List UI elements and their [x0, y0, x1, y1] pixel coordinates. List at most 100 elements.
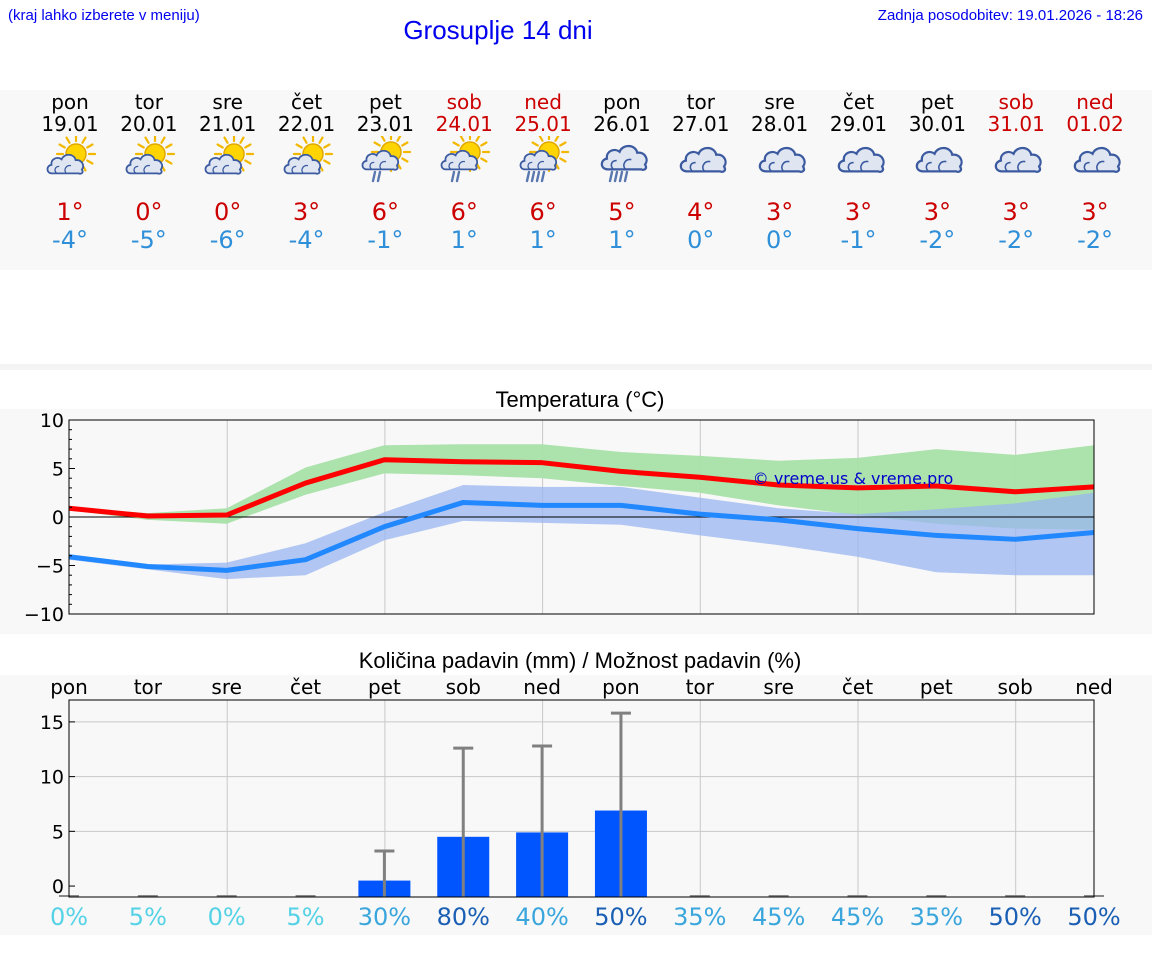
temp-max: 3°	[1081, 198, 1109, 226]
probability-label: 50%	[988, 903, 1042, 931]
cloud-icon	[756, 136, 806, 186]
probability-label: 80%	[436, 903, 490, 931]
partly-cloudy-icon	[46, 133, 97, 186]
day-date: 26.01	[593, 112, 651, 136]
day-name: tor	[134, 90, 163, 114]
day-date: 24.01	[435, 112, 493, 136]
temp-min: -4°	[288, 226, 325, 254]
day-date: 21.01	[199, 112, 257, 136]
day-forecast: ned 01.02 3° -2°	[1055, 90, 1135, 270]
day-name: ned	[1076, 90, 1114, 114]
day-name: sre	[212, 90, 243, 114]
location-hint[interactable]: (kraj lahko izberete v meniju)	[8, 7, 200, 24]
temp-min: -6°	[209, 226, 246, 254]
y-tick-label: −10	[24, 604, 64, 626]
probability-label: 5%	[286, 903, 325, 931]
temp-min: -5°	[130, 226, 167, 254]
cloud-icon	[1071, 136, 1121, 186]
day-forecast: pet 23.01 6° -1°	[345, 90, 425, 270]
day-name: pon	[51, 90, 89, 114]
cloud-icon	[992, 136, 1042, 186]
precipitation-chart: 15 10 5 0	[40, 699, 1105, 898]
plot-frame	[68, 699, 1095, 898]
day-name: tor	[686, 90, 715, 114]
partly-cloudy-icon	[125, 133, 175, 186]
day-name: pon	[603, 90, 641, 114]
partly-cloudy-icon	[204, 133, 254, 186]
category-label: čet	[841, 675, 874, 699]
category-label: tor	[685, 675, 714, 699]
temp-min: 0°	[766, 226, 794, 254]
category-label: sre	[763, 675, 794, 699]
y-tick-label: 0	[52, 876, 64, 898]
day-forecast: ned 25.01 6° 1°	[503, 90, 583, 270]
probability-label: 5%	[128, 903, 167, 931]
daily-forecast-panel: pon 19.01 1° -4° tor 20.01 0° -5° sre 21.01 0° -…	[0, 90, 1152, 270]
y-tick-label: 0	[52, 507, 64, 529]
temp-min: 1°	[450, 226, 478, 254]
sun-cloud-rain-icon	[519, 131, 570, 186]
category-label: ned	[523, 675, 561, 699]
day-name: pet	[368, 90, 402, 114]
series-min-line	[68, 499, 1095, 573]
day-date: 20.01	[120, 112, 178, 136]
probability-label: 50%	[594, 903, 648, 931]
sun-cloud-light-rain-icon	[440, 131, 491, 186]
category-label: čet	[289, 675, 322, 699]
temp-max: 6°	[529, 198, 557, 226]
y-tick-label: −5	[36, 556, 64, 578]
day-date: 01.02	[1066, 112, 1124, 136]
day-forecast: čet 29.01 3° -1°	[819, 90, 899, 270]
temp-min: 1°	[608, 226, 636, 254]
day-date: 25.01	[514, 112, 572, 136]
y-tick-label: 5	[52, 459, 64, 481]
day-date: 29.01	[829, 112, 888, 136]
temp-min: -1°	[367, 226, 404, 254]
temp-max: 3°	[923, 198, 951, 226]
temp-min: 0°	[687, 226, 715, 254]
precipitation-chart-title: Količina padavin (mm) / Možnost padavin …	[358, 648, 802, 673]
temp-min: 1°	[529, 226, 557, 254]
category-label: pet	[367, 675, 401, 699]
probability-label: 35%	[909, 903, 964, 931]
temp-max: 3°	[844, 198, 873, 226]
day-name: čet	[290, 90, 323, 114]
probability-label: 0%	[49, 903, 89, 931]
category-label: sre	[211, 675, 242, 699]
cloud-icon	[913, 136, 964, 186]
temperature-chart: 10 5 0 −5 −10 © vreme.us & vreme.pro	[24, 410, 1095, 626]
day-forecast: pon 26.01 5° 1°	[582, 90, 662, 270]
category-label: pet	[919, 675, 953, 699]
last-update: Zadnja posodobitev: 19.01.2026 - 18:26	[877, 7, 1143, 24]
category-label: ned	[1075, 675, 1113, 699]
partly-cloudy-icon	[283, 133, 333, 186]
category-label: pon	[602, 675, 640, 699]
day-name: sob	[446, 90, 482, 114]
temp-min: -1°	[840, 226, 877, 254]
temp-min: -4°	[52, 226, 88, 254]
day-date: 23.01	[356, 112, 415, 136]
day-forecast: sob 31.01 3° -2°	[976, 90, 1056, 270]
day-forecast: čet 22.01 3° -4°	[267, 90, 347, 270]
y-tick-label: 5	[52, 821, 64, 843]
temp-max: 6°	[450, 198, 478, 226]
day-date: 22.01	[277, 112, 336, 136]
temp-min: -2°	[919, 226, 956, 254]
probability-label: 30%	[357, 903, 412, 931]
temp-min: -2°	[998, 226, 1035, 254]
watermark: © vreme.us & vreme.pro	[753, 469, 954, 488]
day-date: 19.01	[41, 112, 99, 136]
plot-area	[69, 700, 1094, 897]
series-max-band	[69, 444, 1095, 530]
temp-max: 0°	[214, 198, 242, 226]
sun-cloud-light-rain-icon	[361, 131, 412, 186]
spacer-band	[0, 364, 1152, 370]
temp-max: 3°	[1002, 198, 1030, 226]
y-tick-label: 10	[40, 410, 64, 432]
day-forecast: tor 20.01 0° -5°	[109, 90, 189, 270]
day-name: čet	[842, 90, 875, 114]
series-min-band	[69, 484, 1095, 580]
day-name: ned	[524, 90, 562, 114]
day-forecast: sre 21.01 0° -6°	[188, 90, 268, 270]
day-forecast: sre 28.01 3° 0°	[740, 90, 820, 270]
